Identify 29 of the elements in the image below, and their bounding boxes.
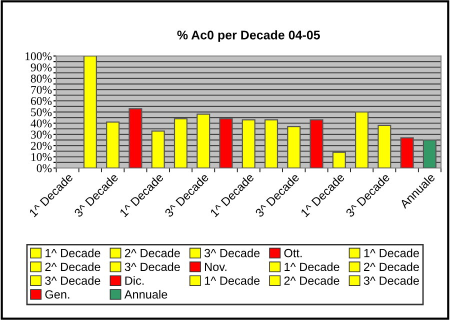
- legend-label: 2^ Decade: [284, 276, 340, 285]
- y-tick-label: 80%: [30, 74, 52, 83]
- legend-label: 3^ Decade: [124, 262, 180, 272]
- legend-label: 1^ Decade: [364, 248, 419, 258]
- chart-title: % Ac0 per Decade 04-05: [177, 30, 320, 42]
- y-tick-label: 40%: [30, 119, 52, 128]
- y-tick-label: 70%: [31, 86, 52, 94]
- legend-label: 1^ Decade: [204, 276, 260, 285]
- legend-label: Ott.: [284, 248, 302, 258]
- legend-label: 2^ Decade: [45, 262, 100, 272]
- y-tick-label: 0%: [36, 164, 52, 172]
- y-tick-label: 30%: [31, 130, 52, 139]
- y-tick-label: 60%: [30, 97, 52, 106]
- y-tick-label: 90%: [30, 63, 52, 72]
- legend-label: Gen.: [45, 290, 70, 299]
- y-tick-label: 50%: [31, 108, 52, 116]
- legend-label: 3^ Decade: [45, 276, 100, 285]
- legend-label: Dic.: [125, 276, 144, 285]
- legend-label: 2^ Decade: [364, 262, 419, 272]
- legend-label: Nov.: [205, 262, 226, 272]
- y-tick-label: 100%: [26, 52, 52, 60]
- legend-label: 3^ Decade: [364, 276, 419, 285]
- y-tick-label: 20%: [30, 142, 52, 150]
- legend-label: 1^ Decade: [284, 262, 340, 272]
- y-tick-label: 10%: [31, 153, 52, 162]
- legend-label: 2^ Decade: [124, 248, 180, 258]
- legend-label: 3^ Decade: [204, 248, 260, 258]
- legend-label: 1^ Decade: [46, 248, 100, 258]
- legend-label: Annuale: [124, 290, 168, 299]
